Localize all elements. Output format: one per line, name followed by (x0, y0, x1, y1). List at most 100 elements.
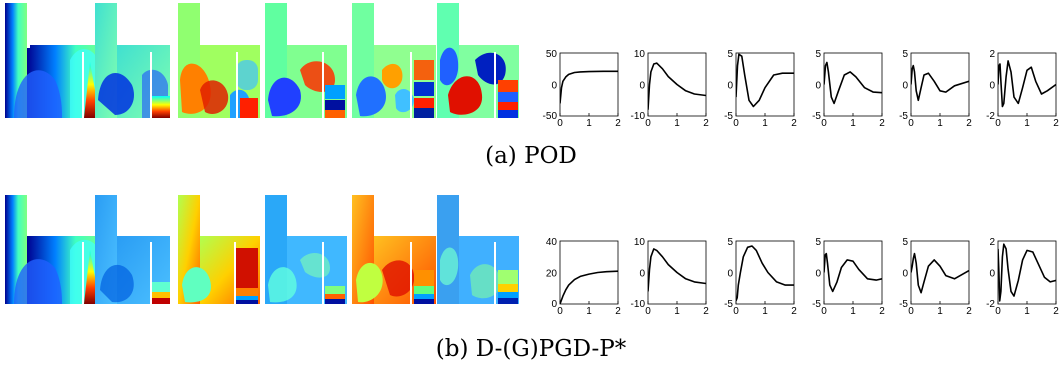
plot-frame (735, 240, 795, 305)
y-tick-label: -5 (899, 299, 908, 310)
x-tick-label: 0 (908, 306, 914, 317)
row-b-fields (5, 195, 519, 304)
x-tick-label: 0 (995, 306, 1001, 317)
time-plot-a-3: 50-50 1 2 (724, 49, 797, 129)
y-tick-label: 5 (902, 49, 908, 60)
y-tick-label: 10 (634, 237, 646, 248)
x-tick-label: 1 (674, 306, 680, 317)
time-plot-b-3: 50-50 1 2 (724, 237, 797, 317)
series-line (998, 60, 1056, 108)
x-tick-label: 1 (762, 118, 768, 129)
y-tick-label: 0 (902, 81, 908, 92)
y-tick-label: -10 (631, 299, 646, 310)
row-b-field-1 (5, 195, 108, 304)
y-tick-label: 0 (815, 81, 821, 92)
x-tick-label: 2 (1053, 306, 1059, 317)
plot-frame (823, 240, 883, 305)
row-a-field-1 (5, 3, 108, 119)
x-tick-label: 1 (586, 118, 592, 129)
x-tick-label: 0 (733, 118, 739, 129)
x-tick-label: 1 (850, 118, 856, 129)
y-tick-label: 0 (551, 299, 557, 310)
y-tick-label: 5 (727, 237, 733, 248)
y-tick-label: -5 (812, 299, 821, 310)
row-a-fields (5, 3, 519, 119)
plot-frame (735, 52, 795, 117)
x-tick-label: 1 (1024, 118, 1030, 129)
series-line (824, 252, 882, 293)
row-b-field-2 (95, 195, 170, 304)
x-tick-label: 1 (586, 306, 592, 317)
time-plot-a-4: 50-50 1 2 (812, 49, 885, 129)
y-tick-label: 50 (546, 49, 558, 60)
x-tick-label: 0 (557, 118, 563, 129)
y-tick-label: 20 (546, 269, 558, 280)
plot-frame (997, 52, 1057, 117)
x-tick-label: 0 (821, 306, 827, 317)
y-tick-label: 10 (634, 49, 646, 60)
time-plot-a-2: 100-100 1 2 (631, 49, 710, 129)
y-tick-label: 0 (902, 269, 908, 280)
y-tick-label: 0 (727, 81, 733, 92)
x-tick-label: 1 (937, 306, 943, 317)
y-tick-label: 0 (551, 81, 557, 92)
row-b-field-4 (265, 195, 347, 304)
x-tick-label: 2 (879, 306, 885, 317)
row-a-field-5 (352, 3, 436, 118)
x-tick-label: 0 (557, 306, 563, 317)
y-tick-label: 0 (639, 81, 645, 92)
row-a-field-3 (178, 3, 260, 118)
plot-frame (910, 240, 970, 305)
y-tick-label: 2 (989, 237, 995, 248)
time-plot-b-1: 40 20 00 1 2 (546, 237, 621, 317)
row-b-field-5 (352, 195, 436, 304)
x-tick-label: 1 (850, 306, 856, 317)
y-tick-label: 0 (727, 269, 733, 280)
series-line (824, 61, 882, 105)
time-plot-b-2: 100-100 1 2 (631, 237, 710, 317)
x-tick-label: 2 (966, 306, 972, 317)
x-tick-label: 2 (966, 118, 972, 129)
x-tick-label: 2 (879, 118, 885, 129)
time-plot-b-4: 50-50 1 2 (812, 237, 885, 317)
x-tick-label: 0 (645, 306, 651, 317)
time-plot-a-6: 20-20 1 2 (986, 49, 1059, 129)
caption-b: (b) D-(G)PGD-P* (436, 336, 627, 362)
caption-a: (a) POD (485, 143, 577, 169)
y-tick-label: -2 (986, 111, 995, 122)
x-tick-label: 1 (762, 306, 768, 317)
x-tick-label: 2 (791, 118, 797, 129)
y-tick-label: 5 (727, 49, 733, 60)
x-tick-label: 0 (995, 118, 1001, 129)
row-a-field-2 (95, 3, 170, 118)
x-tick-label: 1 (674, 118, 680, 129)
plot-frame (823, 52, 883, 117)
series-line (648, 62, 706, 110)
time-plot-a-5: 50-50 1 2 (899, 49, 972, 129)
y-tick-label: -5 (899, 111, 908, 122)
series-line (911, 64, 969, 102)
time-plot-b-5: 50-50 1 2 (899, 237, 972, 317)
time-plot-b-6: 20-20 1 2 (986, 237, 1059, 317)
y-tick-label: 40 (546, 237, 558, 248)
row-a-field-4 (265, 3, 347, 118)
row-a-field-6 (437, 3, 519, 118)
y-tick-label: -2 (986, 299, 995, 310)
row-b-field-3 (178, 195, 260, 304)
series-line (736, 53, 794, 108)
y-tick-label: -5 (724, 299, 733, 310)
x-tick-label: 2 (1053, 118, 1059, 129)
series-line (736, 245, 794, 302)
x-tick-label: 1 (1024, 306, 1030, 317)
x-tick-label: 0 (821, 118, 827, 129)
series-line (998, 243, 1056, 302)
y-tick-label: -50 (543, 111, 558, 122)
y-tick-label: -5 (812, 111, 821, 122)
y-tick-label: 0 (989, 269, 995, 280)
x-tick-label: 1 (937, 118, 943, 129)
y-tick-label: 5 (815, 237, 821, 248)
y-tick-label: -5 (724, 111, 733, 122)
